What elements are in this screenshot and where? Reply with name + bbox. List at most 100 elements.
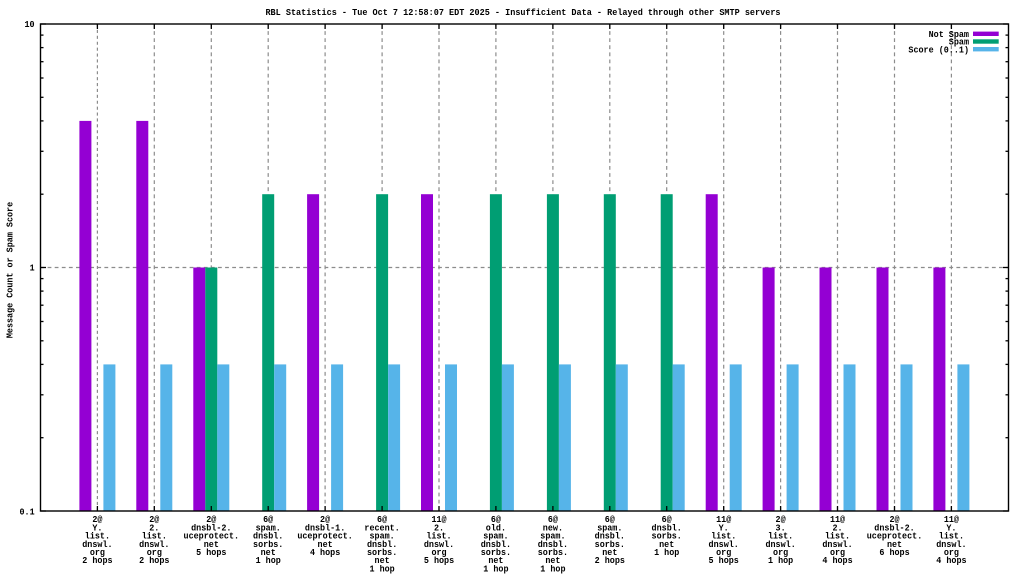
svg-text:dnsbl.: dnsbl. bbox=[652, 523, 682, 533]
svg-text:4 hops: 4 hops bbox=[310, 548, 340, 558]
svg-text:2@: 2@ bbox=[776, 515, 787, 525]
svg-text:4 hops: 4 hops bbox=[936, 556, 966, 566]
svg-text:sorbs.: sorbs. bbox=[538, 548, 568, 558]
svg-text:dnsbl.: dnsbl. bbox=[538, 540, 568, 550]
svg-text:dnsbl.: dnsbl. bbox=[367, 540, 397, 550]
svg-text:dnswl.: dnswl. bbox=[709, 540, 739, 550]
svg-text:Score (0..1): Score (0..1) bbox=[908, 45, 969, 55]
svg-text:spam.: spam. bbox=[483, 532, 508, 542]
svg-text:spam.: spam. bbox=[540, 532, 565, 542]
svg-text:list.: list. bbox=[142, 532, 167, 542]
svg-text:Not Spam: Not Spam bbox=[929, 30, 970, 40]
svg-text:6@: 6@ bbox=[491, 515, 502, 525]
svg-text:dnsbl-2.: dnsbl-2. bbox=[874, 523, 914, 533]
svg-text:1 hop: 1 hop bbox=[370, 564, 395, 574]
svg-text:list.: list. bbox=[939, 532, 964, 542]
svg-text:net: net bbox=[887, 540, 902, 550]
svg-text:list.: list. bbox=[825, 532, 850, 542]
svg-text:2.: 2. bbox=[149, 523, 159, 533]
svg-text:1 hop: 1 hop bbox=[654, 548, 679, 558]
svg-text:2@: 2@ bbox=[149, 515, 160, 525]
svg-text:new.: new. bbox=[543, 523, 563, 533]
svg-text:net: net bbox=[659, 540, 674, 550]
svg-text:6@: 6@ bbox=[548, 515, 559, 525]
svg-text:org: org bbox=[90, 548, 105, 558]
svg-text:11@: 11@ bbox=[830, 515, 846, 525]
svg-text:2@: 2@ bbox=[889, 515, 900, 525]
svg-text:dnswl.: dnswl. bbox=[82, 540, 112, 550]
svg-text:1 hop: 1 hop bbox=[256, 556, 281, 566]
svg-text:dnsbl.: dnsbl. bbox=[481, 540, 511, 550]
svg-text:6@: 6@ bbox=[377, 515, 388, 525]
svg-text:spam.: spam. bbox=[597, 523, 622, 533]
svg-text:1 hop: 1 hop bbox=[768, 556, 793, 566]
svg-text:org: org bbox=[944, 548, 959, 558]
svg-text:3.: 3. bbox=[776, 523, 786, 533]
svg-text:org: org bbox=[431, 548, 446, 558]
svg-text:spam.: spam. bbox=[370, 532, 395, 542]
svg-text:5 hops: 5 hops bbox=[196, 548, 226, 558]
svg-text:2.: 2. bbox=[832, 523, 842, 533]
svg-text:dnswl.: dnswl. bbox=[424, 540, 454, 550]
svg-text:5 hops: 5 hops bbox=[424, 556, 454, 566]
svg-text:sorbs.: sorbs. bbox=[253, 540, 283, 550]
svg-text:dnswl.: dnswl. bbox=[822, 540, 852, 550]
svg-text:net: net bbox=[375, 556, 390, 566]
svg-text:net: net bbox=[318, 540, 333, 550]
svg-text:0.1: 0.1 bbox=[20, 507, 36, 517]
svg-text:6@: 6@ bbox=[263, 515, 274, 525]
svg-text:recent.: recent. bbox=[364, 523, 399, 533]
svg-text:spam.: spam. bbox=[256, 523, 281, 533]
svg-text:uceprotect.: uceprotect. bbox=[867, 532, 923, 542]
svg-text:2@: 2@ bbox=[92, 515, 103, 525]
svg-text:2 hops: 2 hops bbox=[82, 556, 112, 566]
svg-text:org: org bbox=[147, 548, 162, 558]
svg-text:uceprotect.: uceprotect. bbox=[184, 532, 240, 542]
svg-text:org: org bbox=[716, 548, 731, 558]
svg-text:dnsbl-1.: dnsbl-1. bbox=[305, 523, 345, 533]
svg-text:sorbs.: sorbs. bbox=[367, 548, 397, 558]
svg-text:6 hops: 6 hops bbox=[879, 548, 909, 558]
svg-text:list.: list. bbox=[426, 532, 451, 542]
svg-text:Message Count or Spam Score: Message Count or Spam Score bbox=[6, 202, 16, 338]
svg-text:2 hops: 2 hops bbox=[139, 556, 169, 566]
svg-text:dnswl.: dnswl. bbox=[765, 540, 795, 550]
svg-text:2@: 2@ bbox=[206, 515, 217, 525]
svg-text:sorbs.: sorbs. bbox=[481, 548, 511, 558]
svg-text:dnswl.: dnswl. bbox=[139, 540, 169, 550]
svg-text:uceprotect.: uceprotect. bbox=[297, 532, 353, 542]
svg-text:2@: 2@ bbox=[320, 515, 331, 525]
svg-text:2 hops: 2 hops bbox=[595, 556, 625, 566]
svg-text:dnsbl-2.: dnsbl-2. bbox=[191, 523, 231, 533]
svg-text:dnswl.: dnswl. bbox=[936, 540, 966, 550]
svg-text:Y.: Y. bbox=[719, 523, 729, 533]
svg-text:Spam: Spam bbox=[949, 38, 970, 48]
svg-text:1: 1 bbox=[30, 264, 36, 274]
svg-text:dnsbl.: dnsbl. bbox=[595, 532, 625, 542]
svg-text:list.: list. bbox=[768, 532, 793, 542]
svg-text:dnsbl.: dnsbl. bbox=[253, 532, 283, 542]
svg-text:6@: 6@ bbox=[662, 515, 673, 525]
svg-text:old.: old. bbox=[486, 523, 506, 533]
svg-text:net: net bbox=[545, 556, 560, 566]
svg-text:1 hop: 1 hop bbox=[483, 564, 508, 574]
svg-text:11@: 11@ bbox=[944, 515, 960, 525]
svg-text:net: net bbox=[261, 548, 276, 558]
svg-text:org: org bbox=[830, 548, 845, 558]
svg-text:RBL Statistics - Tue Oct 7 12: RBL Statistics - Tue Oct 7 12:58:07 EDT … bbox=[265, 8, 780, 18]
svg-text:4 hops: 4 hops bbox=[822, 556, 852, 566]
svg-text:sorbs.: sorbs. bbox=[595, 540, 625, 550]
svg-text:sorbs.: sorbs. bbox=[652, 532, 682, 542]
svg-text:Y.: Y. bbox=[92, 523, 102, 533]
svg-text:11@: 11@ bbox=[716, 515, 732, 525]
svg-text:6@: 6@ bbox=[605, 515, 616, 525]
svg-text:Y.: Y. bbox=[946, 523, 956, 533]
svg-text:net: net bbox=[602, 548, 617, 558]
svg-text:list.: list. bbox=[85, 532, 110, 542]
svg-text:2.: 2. bbox=[434, 523, 444, 533]
svg-text:11@: 11@ bbox=[431, 515, 447, 525]
svg-text:1 hop: 1 hop bbox=[540, 564, 565, 574]
svg-text:10: 10 bbox=[25, 20, 35, 30]
svg-text:list.: list. bbox=[711, 532, 736, 542]
svg-text:org: org bbox=[773, 548, 788, 558]
